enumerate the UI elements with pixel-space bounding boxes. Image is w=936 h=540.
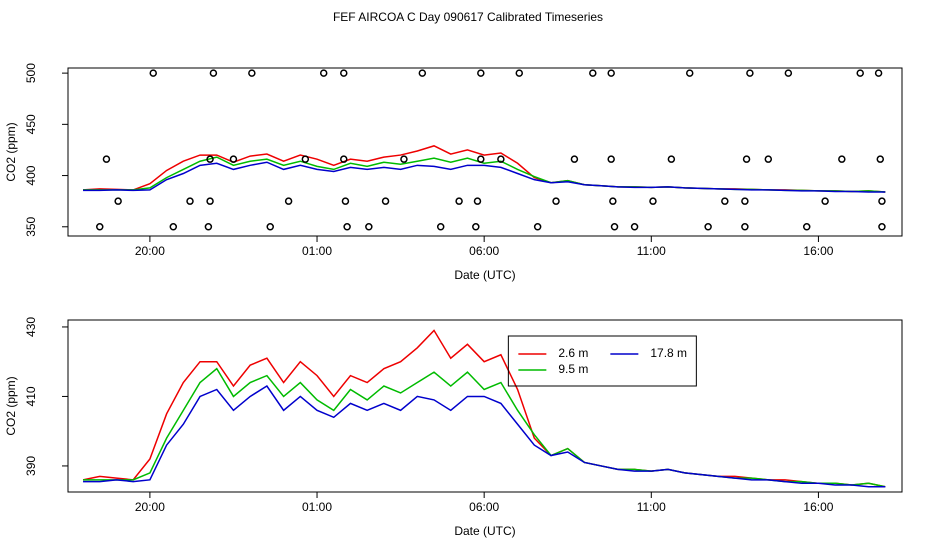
flag-point <box>365 223 373 231</box>
flag-point <box>477 155 485 163</box>
flag-point <box>418 69 427 77</box>
legend-label: 2.6 m <box>558 346 588 360</box>
flag-point <box>746 69 754 77</box>
flag-point <box>856 69 864 77</box>
x-tick-label: 01:00 <box>302 500 332 514</box>
y-tick-label: 500 <box>24 63 38 83</box>
y-tick-label: 410 <box>24 386 38 406</box>
flag-point <box>343 223 351 231</box>
flag-point <box>685 69 694 77</box>
x-tick-label: 11:00 <box>637 244 666 258</box>
legend-label: 9.5 m <box>558 362 588 376</box>
flag-point <box>515 69 524 77</box>
flag-point <box>455 197 463 205</box>
flag-point <box>878 223 886 231</box>
flag-point <box>874 69 883 77</box>
series-line <box>82 145 886 193</box>
flag-point <box>764 155 773 163</box>
flag-point <box>204 223 213 231</box>
x-tick-label: 06:00 <box>469 500 499 514</box>
legend-label: 17.8 m <box>650 346 687 360</box>
flag-point <box>721 197 729 205</box>
plot-area <box>82 329 886 488</box>
y-tick-label: 400 <box>24 165 38 185</box>
flag-point <box>114 197 122 205</box>
series-line <box>83 156 886 193</box>
plot-frame <box>67 319 903 493</box>
series-line <box>83 161 886 193</box>
flag-point <box>301 155 310 163</box>
flag-point <box>209 69 218 77</box>
flag-point <box>838 155 846 163</box>
flag-point <box>266 223 274 231</box>
flag-point <box>649 197 657 205</box>
y-axis-title: CO2 (ppm) <box>4 376 18 435</box>
flag-point <box>206 155 214 163</box>
flag-point <box>96 223 104 231</box>
legend-box <box>507 335 697 387</box>
flag-point <box>607 69 615 77</box>
flag-point <box>704 223 712 231</box>
flag-point <box>206 197 214 205</box>
flag-point <box>400 155 408 163</box>
flag-point <box>609 197 617 205</box>
x-tick-label: 16:00 <box>803 500 833 514</box>
flag-point <box>610 223 619 231</box>
flag-point <box>570 155 579 163</box>
flag-point <box>381 197 390 205</box>
y-tick-label: 350 <box>24 216 38 236</box>
flag-point <box>284 197 293 205</box>
x-tick-label: 16:00 <box>803 244 833 258</box>
x-tick-label: 20:00 <box>135 500 165 514</box>
flag-point <box>497 155 505 163</box>
flag-point <box>477 69 485 77</box>
plot-area <box>82 69 886 231</box>
flag-point <box>248 69 256 77</box>
x-tick-label: 11:00 <box>637 500 666 514</box>
y-tick-label: 450 <box>24 114 38 134</box>
y-tick-label: 390 <box>24 456 38 476</box>
flag-point <box>149 69 157 77</box>
flag-point <box>667 155 676 163</box>
flag-point <box>784 69 793 77</box>
x-axis-title: Date (UTC) <box>454 524 515 538</box>
y-tick-label: 430 <box>24 317 38 337</box>
x-tick-label: 06:00 <box>469 244 499 258</box>
flag-point <box>473 197 482 205</box>
flag-point <box>169 223 178 231</box>
flag-point <box>742 155 751 163</box>
flag-point <box>102 155 111 163</box>
flag-point <box>436 223 445 231</box>
series-line <box>82 329 886 488</box>
flag-point <box>229 155 238 163</box>
flag-point <box>589 69 597 77</box>
x-tick-label: 20:00 <box>135 244 165 258</box>
series-line <box>83 385 886 488</box>
flag-point <box>802 223 811 231</box>
flag-point <box>878 197 886 205</box>
flag-point <box>340 69 348 77</box>
flag-point <box>472 223 480 231</box>
flag-point <box>186 197 194 205</box>
flag-point <box>340 155 348 163</box>
flag-point <box>741 197 749 205</box>
flag-point <box>630 223 639 231</box>
series-line <box>83 367 886 488</box>
flag-point <box>607 155 615 163</box>
x-axis-title: Date (UTC) <box>454 268 515 282</box>
flag-point <box>552 197 560 205</box>
y-axis-title: CO2 (ppm) <box>4 122 18 181</box>
flag-point <box>741 223 749 231</box>
flag-point <box>821 197 829 205</box>
flag-point <box>876 155 885 163</box>
x-tick-label: 01:00 <box>302 244 332 258</box>
plot-frame <box>67 67 903 237</box>
chart-title: FEF AIRCOA C Day 090617 Calibrated Times… <box>333 10 603 24</box>
flag-point <box>533 223 542 231</box>
flag-point <box>319 69 328 77</box>
flag-point <box>341 197 350 205</box>
